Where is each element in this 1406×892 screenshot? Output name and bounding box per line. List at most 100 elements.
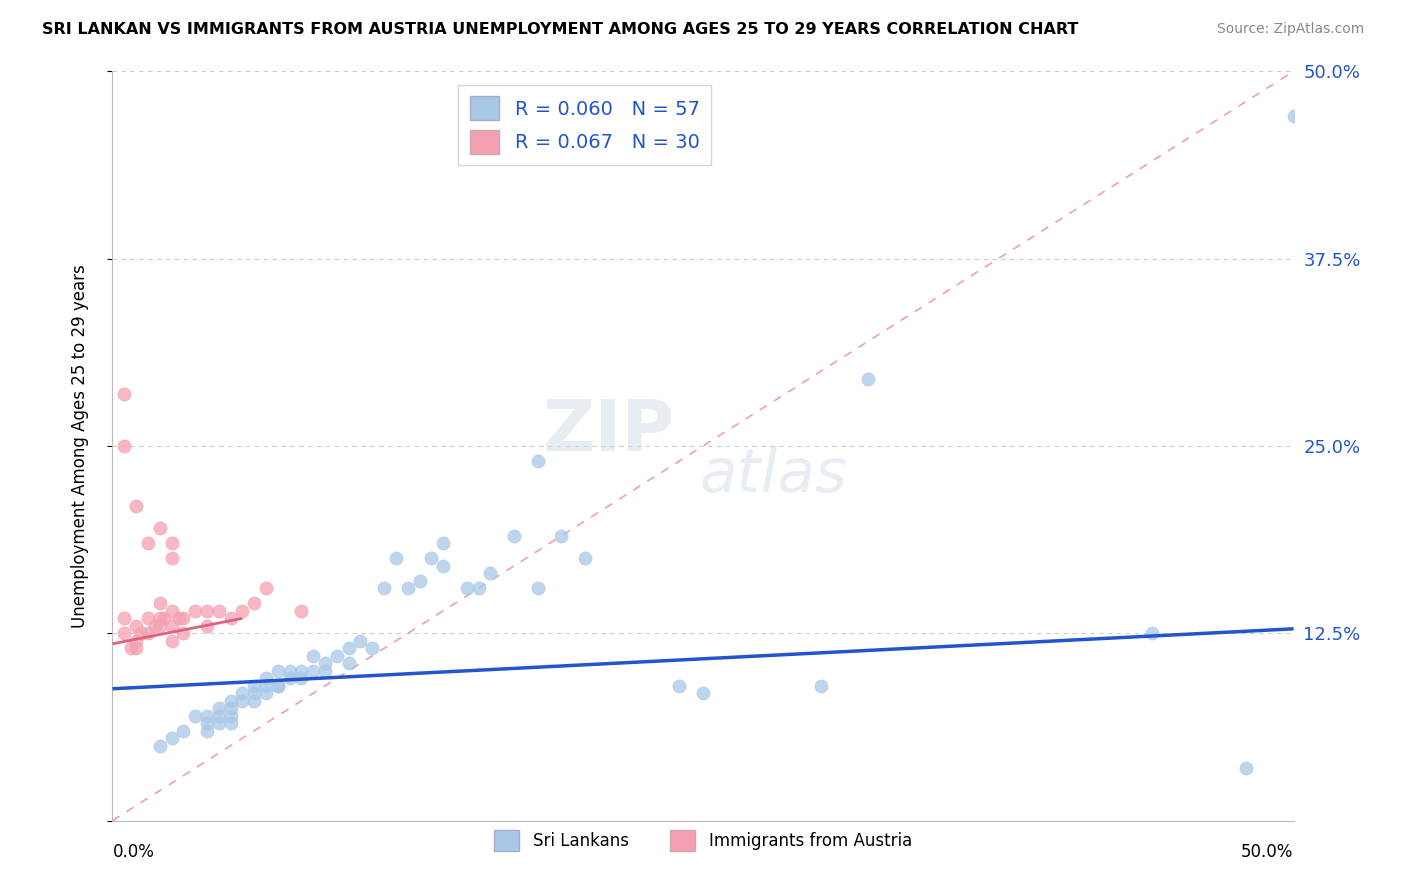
Point bbox=[231, 686, 253, 700]
Point bbox=[149, 619, 172, 633]
Point bbox=[208, 604, 231, 618]
Point bbox=[195, 723, 218, 738]
Y-axis label: Unemployment Among Ages 25 to 29 years: Unemployment Among Ages 25 to 29 years bbox=[70, 264, 89, 628]
Point bbox=[243, 596, 266, 610]
Point bbox=[219, 694, 242, 708]
Point bbox=[254, 671, 277, 685]
Point bbox=[668, 679, 690, 693]
Point bbox=[337, 657, 360, 671]
Point bbox=[432, 558, 454, 573]
Point bbox=[396, 582, 419, 596]
Point bbox=[153, 611, 176, 625]
Point bbox=[195, 604, 218, 618]
Point bbox=[208, 701, 231, 715]
Point bbox=[550, 529, 572, 543]
Point bbox=[160, 604, 183, 618]
Text: ZIP: ZIP bbox=[543, 397, 675, 466]
Point bbox=[574, 551, 596, 566]
Point bbox=[479, 566, 502, 581]
Point bbox=[278, 664, 301, 678]
Point bbox=[195, 708, 218, 723]
Point bbox=[385, 551, 408, 566]
Point bbox=[692, 686, 714, 700]
Point bbox=[184, 708, 207, 723]
Point bbox=[314, 664, 336, 678]
Point bbox=[314, 657, 336, 671]
Point bbox=[112, 439, 135, 453]
Point bbox=[267, 664, 290, 678]
Point bbox=[243, 679, 266, 693]
Legend: Sri Lankans, Immigrants from Austria: Sri Lankans, Immigrants from Austria bbox=[488, 823, 918, 857]
Point bbox=[136, 611, 159, 625]
Point bbox=[526, 582, 548, 596]
Point bbox=[254, 686, 277, 700]
Point bbox=[160, 619, 183, 633]
Text: atlas: atlas bbox=[700, 447, 848, 506]
Point bbox=[136, 626, 159, 640]
Point bbox=[326, 648, 349, 663]
Point bbox=[526, 454, 548, 468]
Point bbox=[1140, 626, 1163, 640]
Point bbox=[219, 611, 242, 625]
Point bbox=[302, 648, 325, 663]
Point bbox=[172, 611, 194, 625]
Point bbox=[219, 701, 242, 715]
Point bbox=[267, 679, 290, 693]
Point bbox=[160, 731, 183, 746]
Point bbox=[172, 723, 194, 738]
Point bbox=[149, 521, 172, 535]
Point bbox=[231, 604, 253, 618]
Point bbox=[219, 716, 242, 731]
Point bbox=[243, 686, 266, 700]
Point bbox=[208, 708, 231, 723]
Point bbox=[219, 708, 242, 723]
Point bbox=[349, 633, 371, 648]
Point bbox=[172, 626, 194, 640]
Point bbox=[254, 679, 277, 693]
Point bbox=[456, 582, 478, 596]
Point bbox=[243, 694, 266, 708]
Text: 0.0%: 0.0% bbox=[112, 843, 155, 861]
Point bbox=[231, 694, 253, 708]
Point bbox=[120, 641, 142, 656]
Point bbox=[420, 551, 443, 566]
Point bbox=[467, 582, 489, 596]
Point bbox=[290, 604, 312, 618]
Point bbox=[267, 679, 290, 693]
Point bbox=[143, 619, 166, 633]
Point bbox=[810, 679, 832, 693]
Point bbox=[160, 551, 183, 566]
Text: Source: ZipAtlas.com: Source: ZipAtlas.com bbox=[1216, 22, 1364, 37]
Point bbox=[1282, 109, 1305, 123]
Point bbox=[149, 596, 172, 610]
Point bbox=[302, 664, 325, 678]
Point bbox=[149, 739, 172, 753]
Point bbox=[136, 536, 159, 550]
Point bbox=[408, 574, 430, 588]
Point bbox=[432, 536, 454, 550]
Point bbox=[184, 604, 207, 618]
Point bbox=[160, 536, 183, 550]
Point bbox=[112, 611, 135, 625]
Point bbox=[195, 619, 218, 633]
Point bbox=[858, 371, 880, 385]
Point bbox=[1234, 761, 1257, 775]
Point bbox=[361, 641, 384, 656]
Point bbox=[337, 641, 360, 656]
Point bbox=[167, 611, 190, 625]
Point bbox=[195, 716, 218, 731]
Point bbox=[278, 671, 301, 685]
Point bbox=[112, 386, 135, 401]
Point bbox=[149, 611, 172, 625]
Point bbox=[125, 499, 148, 513]
Point bbox=[290, 664, 312, 678]
Point bbox=[125, 641, 148, 656]
Text: SRI LANKAN VS IMMIGRANTS FROM AUSTRIA UNEMPLOYMENT AMONG AGES 25 TO 29 YEARS COR: SRI LANKAN VS IMMIGRANTS FROM AUSTRIA UN… bbox=[42, 22, 1078, 37]
Point bbox=[290, 671, 312, 685]
Point bbox=[254, 582, 277, 596]
Point bbox=[373, 582, 395, 596]
Point bbox=[208, 716, 231, 731]
Text: 50.0%: 50.0% bbox=[1241, 843, 1294, 861]
Point bbox=[125, 619, 148, 633]
Point bbox=[112, 626, 135, 640]
